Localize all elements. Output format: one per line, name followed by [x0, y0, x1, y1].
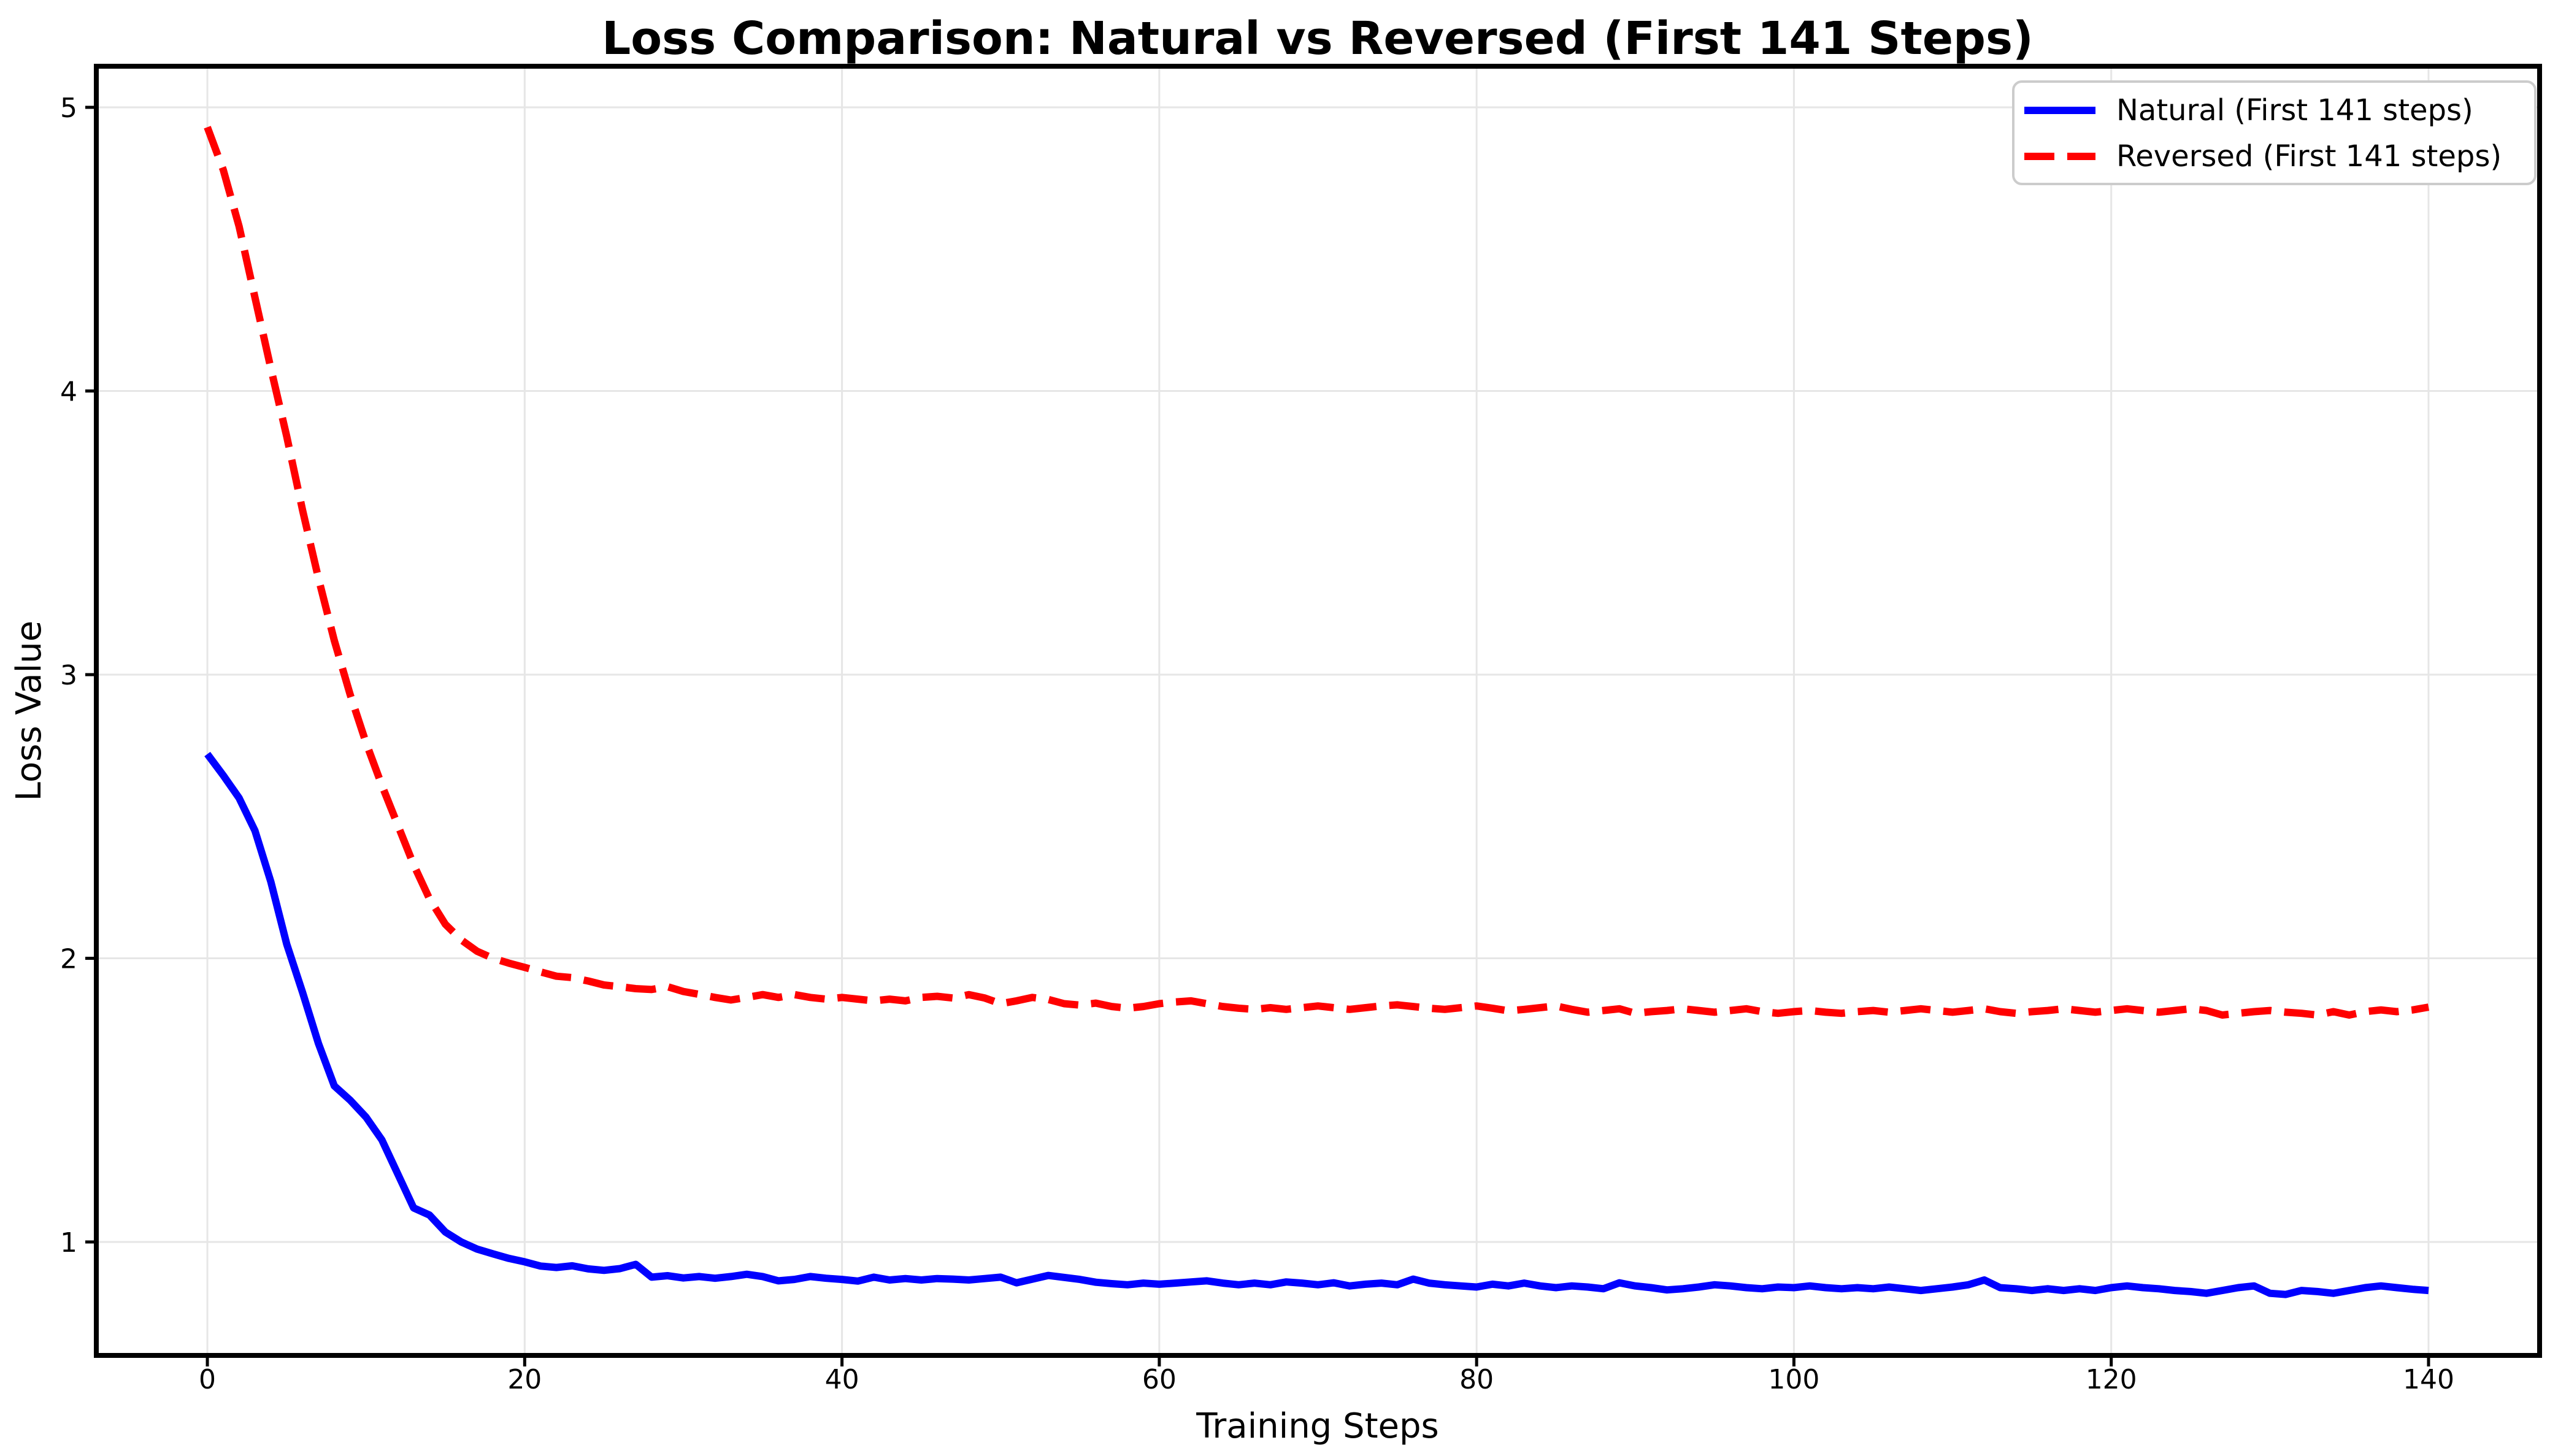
x-tick-label: 40 [825, 1364, 859, 1395]
x-tick-labels: 0 20 40 60 80 100 120 140 [199, 1364, 2454, 1395]
y-tick-label: 5 [60, 93, 77, 124]
y-tick-label: 4 [60, 377, 77, 408]
y-axis-label: Loss Value [9, 621, 49, 801]
y-tick-label: 3 [60, 660, 77, 691]
legend: Natural (First 141 steps) Reversed (Firs… [2012, 80, 2537, 185]
chart-title: Loss Comparison: Natural vs Reversed (Fi… [602, 12, 2034, 65]
series-line-reversed [204, 126, 2430, 1019]
legend-box [2012, 80, 2537, 185]
axis-tick-marks [85, 105, 2430, 1366]
x-tick-label: 100 [1768, 1364, 1819, 1395]
series-lines [204, 126, 2430, 1298]
series-line-natural [204, 751, 2429, 1298]
legend-label-natural: Natural (First 141 steps) [2116, 93, 2473, 128]
grid-lines [96, 66, 2540, 1355]
y-tick-label: 1 [60, 1227, 77, 1259]
legend-label-reversed: Reversed (First 141 steps) [2116, 139, 2502, 174]
plot-border [94, 64, 2542, 1358]
y-tick-label: 2 [60, 944, 77, 975]
y-tick-labels: 1 2 3 4 5 [60, 93, 77, 1259]
x-tick-label: 140 [2403, 1364, 2454, 1395]
x-axis-label: Training Steps [1196, 1406, 1438, 1446]
x-tick-label: 20 [507, 1364, 542, 1395]
x-tick-label: 80 [1459, 1364, 1494, 1395]
x-tick-label: 0 [199, 1364, 216, 1395]
x-tick-label: 60 [1142, 1364, 1177, 1395]
x-tick-label: 120 [2086, 1364, 2137, 1395]
